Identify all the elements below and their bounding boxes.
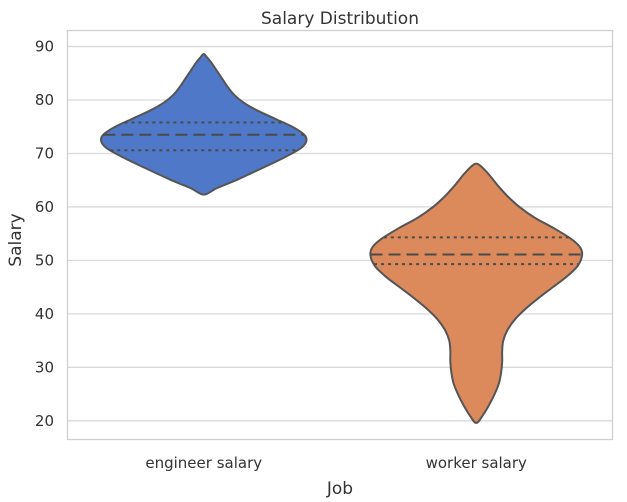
x-axis-label: Job [326, 479, 353, 499]
y-tick-label-50: 50 [35, 251, 54, 269]
chart-title: Salary Distribution [261, 9, 419, 29]
y-tick-label-70: 70 [35, 144, 54, 162]
violins [99, 53, 584, 424]
plot-frame [66, 29, 614, 441]
y-tick-labels: 20 30 40 50 60 70 80 90 [35, 38, 54, 430]
y-tick-label-40: 40 [35, 305, 54, 323]
y-tick-label-80: 80 [35, 91, 54, 109]
violin-worker-salary [369, 162, 584, 424]
x-tick-labels: engineer salary worker salary [145, 454, 527, 472]
y-tick-label-90: 90 [35, 38, 54, 56]
y-tick-label-20: 20 [35, 412, 54, 430]
y-axis-label: Salary [6, 213, 26, 266]
x-tick-label-worker-salary: worker salary [426, 454, 527, 472]
y-tick-label-30: 30 [35, 358, 54, 376]
violin-engineer-salary [99, 53, 308, 196]
y-tick-label-60: 60 [35, 198, 54, 216]
x-tick-label-engineer-salary: engineer salary [145, 454, 262, 472]
